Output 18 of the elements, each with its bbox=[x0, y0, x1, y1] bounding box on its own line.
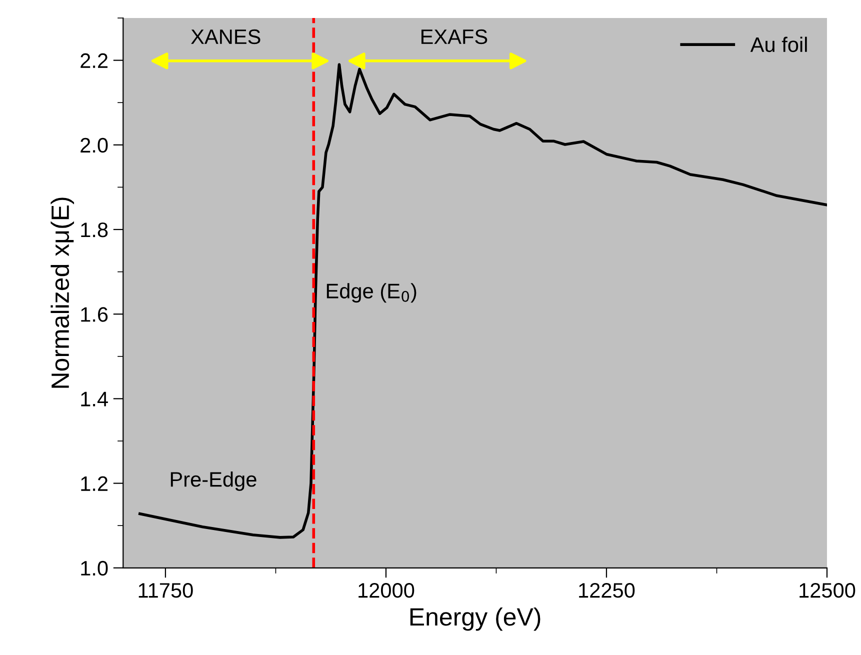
x-tick-label: 12250 bbox=[579, 583, 635, 598]
ref-line-label: Edge (E$_{0}$) bbox=[326, 283, 416, 303]
y-tick-label: 1.8 bbox=[81, 222, 108, 238]
y-tick-label: 1.6 bbox=[81, 307, 108, 322]
x-tick-label: 12500 bbox=[800, 583, 856, 598]
y-tick-label: 1.4 bbox=[81, 392, 108, 406]
annotation: EXAFS bbox=[421, 29, 488, 44]
x-tick-label: 12000 bbox=[358, 583, 414, 598]
y-tick-label: 1.2 bbox=[81, 476, 108, 491]
y-axis-title: Normalized xμ(E) bbox=[50, 198, 74, 388]
x-tick-label: 11750 bbox=[138, 583, 193, 598]
x-axis-title: Energy (eV) bbox=[410, 607, 540, 631]
y-tick-label: 2.2 bbox=[80, 53, 108, 68]
y-tick-label: 1.0 bbox=[81, 560, 108, 576]
annotation: XANES bbox=[191, 29, 260, 44]
y-tick-label: 2.0 bbox=[80, 138, 108, 153]
legend-label: Au foil bbox=[750, 36, 807, 52]
annotation: Pre-Edge bbox=[170, 471, 256, 491]
